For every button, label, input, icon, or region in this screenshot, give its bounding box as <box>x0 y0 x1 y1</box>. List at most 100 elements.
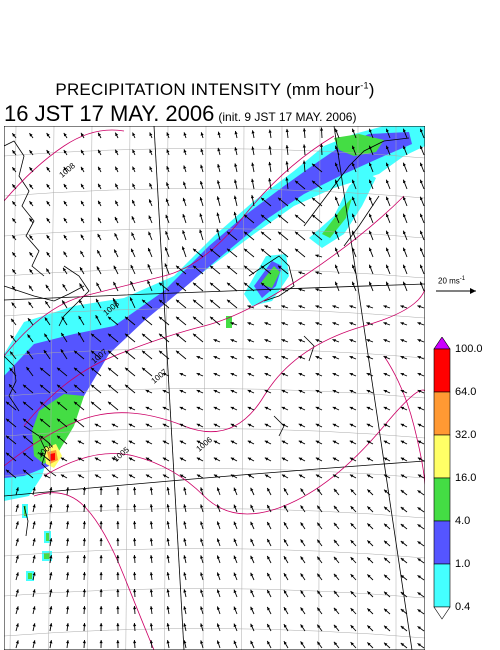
wind-arrow <box>164 247 170 258</box>
wind-arrow <box>132 132 136 139</box>
wind-arrow <box>107 316 119 326</box>
wind-arrow <box>200 504 204 513</box>
wind-arrow <box>183 572 187 581</box>
wind-arrow <box>298 474 306 479</box>
coastline <box>4 137 410 537</box>
wind-arrow <box>29 200 34 207</box>
wind-arrow <box>133 520 137 530</box>
wind-arrow <box>417 440 425 445</box>
wind-arrow <box>366 625 374 632</box>
wind-arrow <box>183 165 187 173</box>
wind-arrow <box>133 588 137 598</box>
wind-arrow <box>417 540 425 547</box>
wind-arrow <box>250 606 255 615</box>
wind-arrow <box>247 423 255 428</box>
wind-arrow <box>368 264 374 275</box>
wind-arrow <box>130 280 136 292</box>
wind-arrow <box>15 538 19 547</box>
wind-arrow <box>250 487 255 496</box>
wind-arrow <box>226 265 238 275</box>
wind-arrow <box>366 339 374 343</box>
wind-arrow <box>281 288 289 292</box>
wind-arrow <box>351 213 357 224</box>
wind-arrow <box>97 166 102 173</box>
wind-arrow <box>400 389 408 394</box>
wind-arrow <box>82 588 86 598</box>
wind-arrow <box>77 457 85 462</box>
wind-arrow <box>213 423 221 428</box>
wind-arrow <box>116 520 120 530</box>
lon-gridline <box>86 126 93 650</box>
wind-arrow <box>183 606 187 615</box>
wind-arrow <box>298 440 306 445</box>
wind-arrow <box>247 339 255 343</box>
wind-arrow <box>107 367 119 377</box>
wind-arrow <box>315 322 323 326</box>
colorbar-top-triangle <box>433 337 451 350</box>
wind-arrow <box>417 574 425 581</box>
wind-arrow <box>419 247 425 258</box>
wind-arrow <box>300 539 306 547</box>
wind-arrow <box>234 147 238 156</box>
wind-arrow <box>250 521 255 530</box>
wind-arrow <box>216 606 221 615</box>
wind-arrow <box>131 232 136 241</box>
wind-arrow <box>46 217 51 224</box>
colorbar-segment <box>433 520 451 565</box>
wind-arrow <box>22 435 34 445</box>
colorbar-tick-label: 4.0 <box>455 515 471 527</box>
wind-arrow <box>196 355 204 360</box>
wind-arrow <box>29 268 34 275</box>
wind-arrow <box>334 145 340 156</box>
wind-arrow <box>385 128 391 139</box>
wind-arrow <box>251 130 255 139</box>
wind-arrow <box>400 591 408 598</box>
init-time: (init. 9 JST 17 MAY. 2006) <box>218 110 357 124</box>
wind-arrow <box>349 423 357 428</box>
wind-arrow <box>351 162 357 173</box>
wind-arrow <box>149 504 153 513</box>
wind-arrow <box>247 440 255 445</box>
wind-arrow <box>133 486 137 496</box>
wind-arrow <box>366 406 374 411</box>
lat-gridline <box>4 228 425 239</box>
wind-arrow <box>179 457 187 462</box>
wind-arrow <box>383 355 391 360</box>
wind-arrow <box>402 247 408 258</box>
wind-arrow <box>5 401 17 411</box>
wind-arrow <box>366 574 374 581</box>
wind-arrow <box>90 333 102 343</box>
wind-arrow <box>175 333 187 343</box>
wind-arrow <box>383 305 391 309</box>
wind-arrow <box>333 624 340 632</box>
wind-arrow <box>315 271 323 275</box>
wind-arrow <box>22 418 34 428</box>
map-title: PRECIPITATION INTENSITY (mm hour-1) <box>55 80 375 99</box>
wind-arrow <box>402 162 408 173</box>
wind-arrow <box>145 474 153 479</box>
wind-arrow <box>419 213 425 224</box>
wind-arrow <box>334 162 340 173</box>
wind-arrow <box>300 624 306 632</box>
wind-arrow <box>11 133 17 139</box>
wind-arrow <box>268 178 272 190</box>
wind-arrow <box>247 355 255 360</box>
wind-arrow <box>300 488 306 496</box>
wind-arrow <box>196 389 204 394</box>
wind-arrow <box>82 537 86 547</box>
wind-arrow <box>315 406 323 411</box>
wind-arrow <box>56 435 68 445</box>
wind-arrow <box>366 322 374 326</box>
wind-arrow <box>175 299 187 309</box>
wind-arrow <box>200 589 204 598</box>
wind-arrow <box>128 474 136 479</box>
wind-arrow <box>9 351 17 360</box>
wind-arrow <box>250 555 255 564</box>
wind-arrow <box>183 504 187 513</box>
wind-arrow <box>141 299 153 309</box>
wind-arrow <box>116 571 120 581</box>
wind-arrow <box>285 128 289 139</box>
wind-arrow <box>200 640 204 649</box>
wind-arrow <box>200 132 204 139</box>
wind-arrow <box>179 440 187 445</box>
